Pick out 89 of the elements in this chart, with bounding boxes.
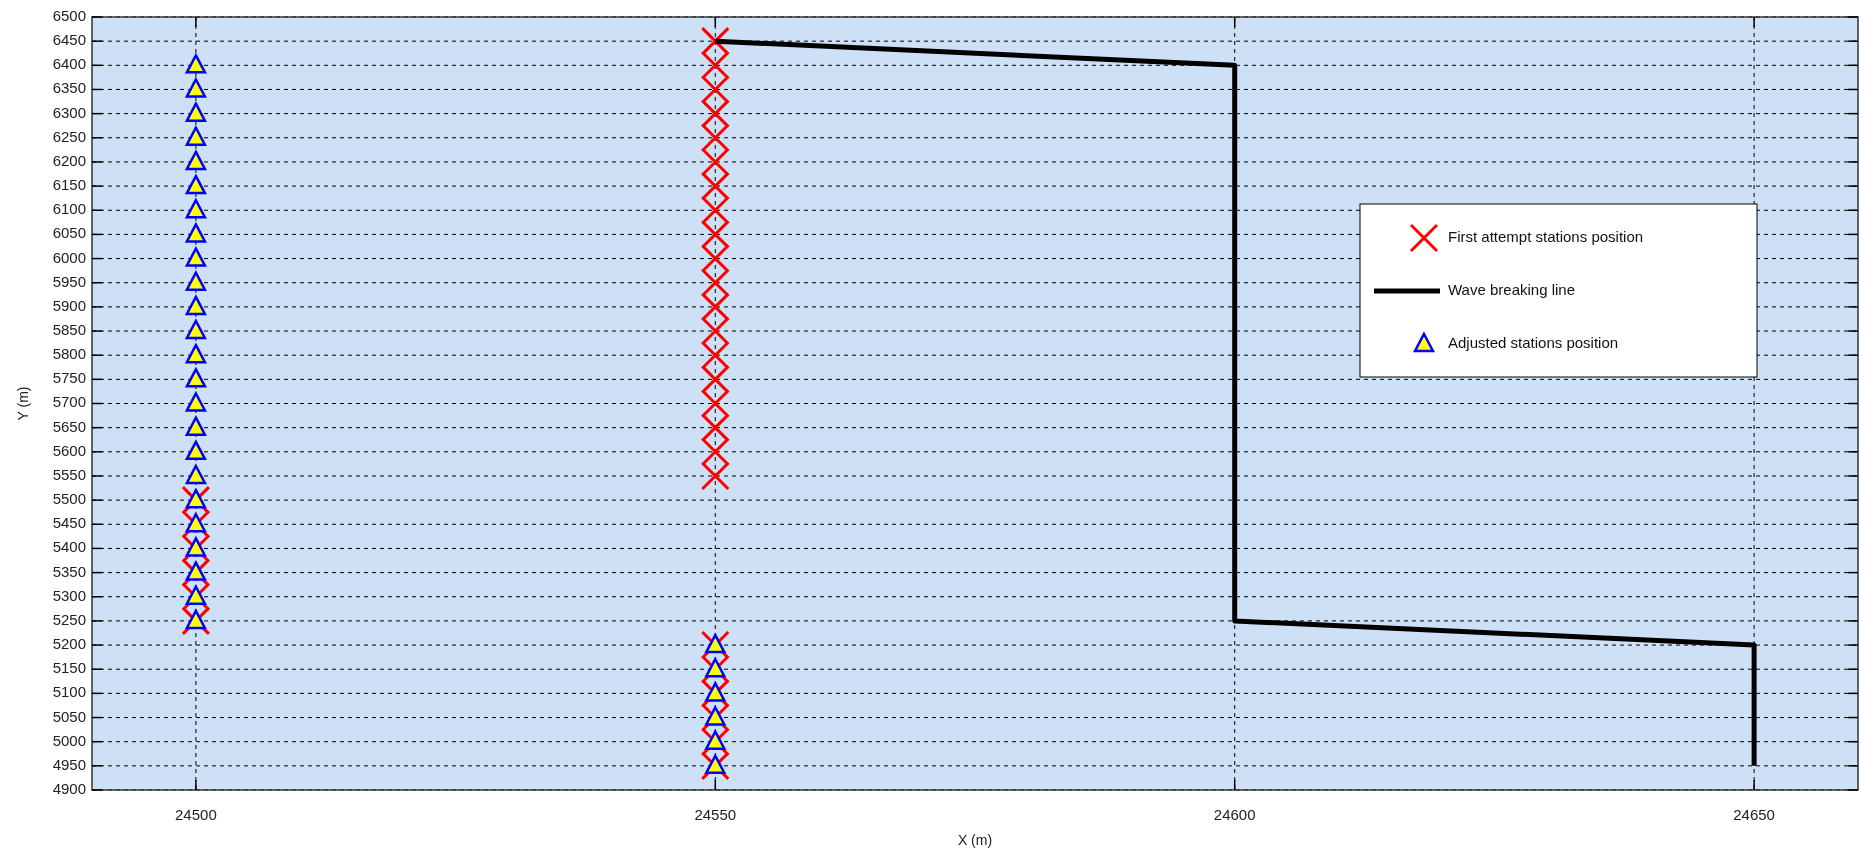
- y-tick-label: 5750: [52, 369, 86, 387]
- point: [185, 561, 207, 581]
- y-tick-label: 5850: [52, 321, 86, 338]
- legend-label: Adjusted stations position: [1448, 333, 1619, 351]
- point: [185, 199, 207, 219]
- y-tick-label: 6300: [52, 103, 86, 121]
- y-tick-label: 5700: [52, 393, 86, 411]
- point: [705, 706, 726, 726]
- point: [185, 271, 207, 291]
- x-tick-label: 24600: [1213, 806, 1256, 823]
- point: [185, 609, 207, 630]
- point: [705, 730, 726, 750]
- point: [700, 268, 730, 298]
- point: [185, 343, 207, 364]
- point: [700, 50, 730, 80]
- point: [185, 440, 207, 461]
- y-tick-label: 6000: [52, 248, 86, 266]
- y-tick-label: 5000: [52, 731, 86, 749]
- point: [185, 102, 207, 122]
- y-tick-label: 5300: [52, 586, 86, 604]
- y-tick-label: 6500: [52, 6, 86, 24]
- point: [700, 364, 730, 394]
- y-tick-label: 6200: [52, 151, 86, 169]
- point: [700, 413, 730, 443]
- y-tick-label: 5200: [52, 635, 86, 653]
- point: [185, 464, 207, 485]
- y-tick-label: 6250: [52, 127, 86, 145]
- point: [700, 171, 730, 201]
- point: [185, 513, 207, 533]
- y-tick-label: 5950: [52, 272, 86, 290]
- y-tick-label: 6350: [52, 79, 86, 97]
- point: [185, 150, 207, 171]
- point: [700, 74, 730, 104]
- point: [700, 123, 730, 153]
- point: [185, 537, 207, 557]
- y-tick-label: 5100: [52, 683, 86, 701]
- point: [185, 488, 207, 509]
- y-tick-label: 5350: [52, 562, 86, 580]
- y-tick-label: 4900: [52, 779, 86, 797]
- y-tick-label: 5600: [52, 441, 86, 459]
- point: [700, 147, 730, 177]
- point: [705, 754, 726, 775]
- point: [185, 174, 207, 195]
- x-tick-label: 24550: [694, 806, 737, 823]
- y-tick-label: 4950: [52, 755, 86, 773]
- point: [185, 368, 207, 388]
- y-tick-label: 5250: [52, 610, 86, 628]
- point: [185, 78, 207, 98]
- point: [705, 682, 726, 702]
- legend-label: Wave breaking line: [1448, 280, 1576, 298]
- point: [700, 340, 730, 370]
- y-tick-label: 5450: [52, 514, 86, 532]
- point: [185, 247, 207, 267]
- point: [705, 657, 726, 678]
- point: [700, 461, 730, 491]
- x-tick-label: 24650: [1733, 806, 1775, 823]
- y-tick-label: 5900: [52, 296, 86, 314]
- point: [700, 195, 730, 225]
- point: [700, 437, 730, 467]
- y-tick-label: 5050: [52, 707, 86, 725]
- point: [700, 99, 730, 129]
- legend-label: First attempt stations position: [1448, 227, 1644, 245]
- y-axis-title: Y (m): [15, 386, 31, 421]
- y-tick-label: 5650: [52, 417, 86, 435]
- point: [185, 319, 207, 340]
- point: [185, 54, 207, 74]
- point: [185, 223, 207, 243]
- point: [700, 316, 730, 346]
- x-tick-label: 24500: [175, 806, 217, 823]
- y-tick-label: 6050: [52, 224, 86, 242]
- y-tick-label: 6100: [52, 200, 86, 218]
- point: [185, 295, 207, 316]
- y-tick-label: 5150: [52, 659, 86, 677]
- point: [705, 633, 726, 654]
- y-tick-label: 5500: [52, 490, 86, 508]
- point: [185, 392, 207, 412]
- point: [700, 219, 730, 249]
- point: [700, 389, 730, 418]
- point: [185, 585, 207, 605]
- y-tick-label: 6450: [52, 31, 86, 49]
- y-tick-label: 5800: [52, 345, 86, 363]
- point: [700, 292, 730, 322]
- y-tick-label: 5400: [52, 538, 86, 556]
- y-tick-label: 6400: [52, 55, 86, 73]
- x-axis-title: X (m): [957, 832, 993, 848]
- y-tick-label: 5550: [52, 465, 86, 483]
- point: [185, 416, 207, 436]
- y-tick-label: 6150: [52, 176, 86, 194]
- point: [185, 126, 207, 147]
